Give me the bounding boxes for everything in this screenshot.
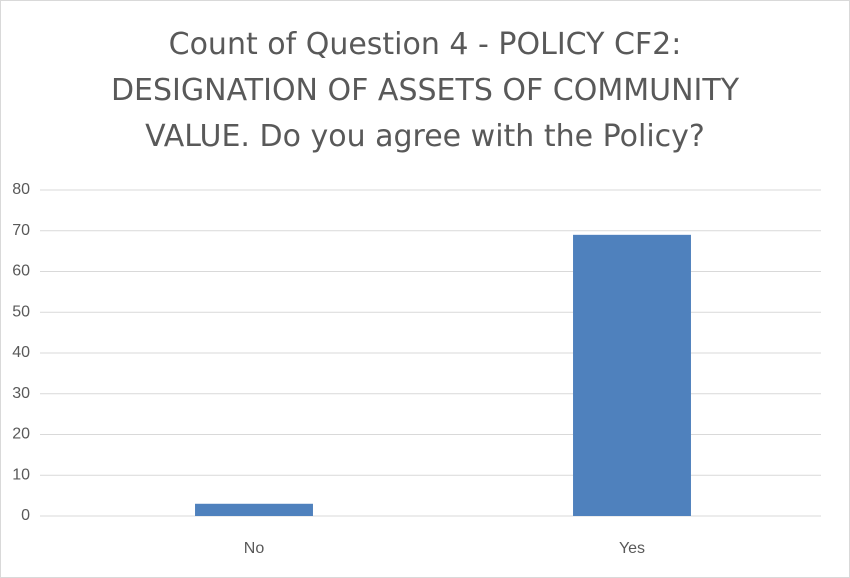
bar: [573, 234, 691, 516]
x-tick-label: Yes: [619, 540, 645, 557]
y-tick-label: 70: [12, 222, 30, 239]
y-tick-label: 40: [12, 344, 30, 361]
y-tick-label: 60: [12, 263, 30, 280]
y-tick-label: 10: [12, 466, 30, 483]
y-tick-label: 30: [12, 385, 30, 402]
y-tick-label: 50: [12, 303, 30, 320]
y-tick-label: 0: [21, 507, 30, 524]
x-tick-label: No: [244, 540, 265, 557]
y-tick-label: 80: [12, 181, 30, 198]
bar: [195, 503, 313, 516]
chart-title: Count of Question 4 - POLICY CF2: DESIGN…: [110, 27, 740, 154]
y-tick-label: 20: [12, 426, 30, 443]
